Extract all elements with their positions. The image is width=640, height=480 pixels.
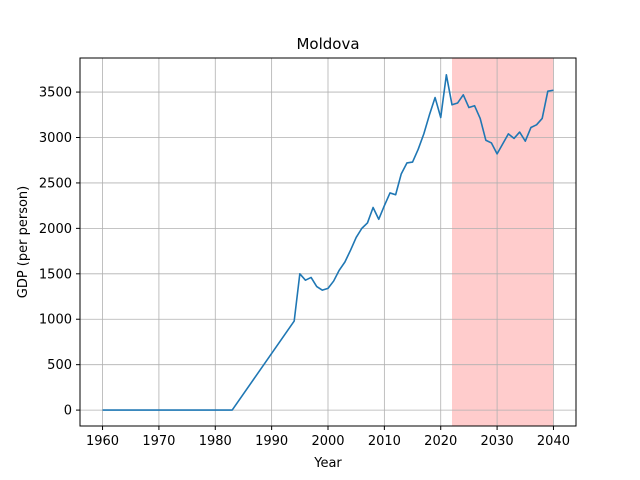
y-tick-label: 2000 <box>39 222 72 237</box>
x-tick-label: 2040 <box>537 434 570 449</box>
y-tick-label: 1000 <box>39 313 72 328</box>
y-axis-ticks: 0 500 1000 1500 2000 2500 3000 3500 <box>39 86 80 419</box>
y-tick-label: 3000 <box>39 131 72 146</box>
x-tick-label: 2020 <box>424 434 457 449</box>
y-tick-label: 3500 <box>39 86 72 101</box>
series-line <box>102 74 554 411</box>
shaded-region <box>452 58 554 426</box>
y-tick-label: 1500 <box>39 267 72 282</box>
x-tick-label: 1980 <box>199 434 232 449</box>
y-tick-label: 500 <box>47 358 72 373</box>
x-tick-label: 1990 <box>255 434 288 449</box>
y-tick-label: 2500 <box>39 176 72 191</box>
series-layer <box>102 74 554 411</box>
x-tick-label: 2010 <box>368 434 401 449</box>
grid-layer <box>80 58 576 426</box>
x-tick-label: 2000 <box>311 434 344 449</box>
x-tick-label: 1970 <box>142 434 175 449</box>
x-axis-ticks: 1960 1970 1980 1990 2000 2010 2020 2030 2040 <box>86 426 570 449</box>
y-tick-label: 0 <box>64 404 72 419</box>
chart-title: Moldova <box>296 35 359 53</box>
y-axis-label: GDP (per person) <box>16 186 31 299</box>
shaded-region-layer <box>452 58 554 426</box>
x-axis-label: Year <box>313 456 342 471</box>
x-tick-label: 2030 <box>481 434 514 449</box>
x-tick-label: 1960 <box>86 434 119 449</box>
